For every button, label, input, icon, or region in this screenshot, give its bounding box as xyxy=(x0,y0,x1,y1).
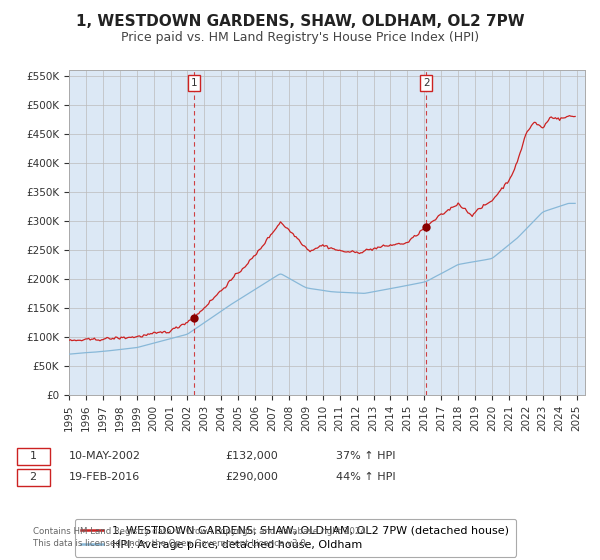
Text: 2: 2 xyxy=(29,472,37,482)
Text: 1: 1 xyxy=(29,451,37,461)
Text: 19-FEB-2016: 19-FEB-2016 xyxy=(69,472,140,482)
Text: 44% ↑ HPI: 44% ↑ HPI xyxy=(336,472,395,482)
Text: £132,000: £132,000 xyxy=(225,451,278,461)
Text: £290,000: £290,000 xyxy=(225,472,278,482)
Text: 10-MAY-2002: 10-MAY-2002 xyxy=(69,451,141,461)
Text: 37% ↑ HPI: 37% ↑ HPI xyxy=(336,451,395,461)
Text: Contains HM Land Registry data © Crown copyright and database right 2024.
This d: Contains HM Land Registry data © Crown c… xyxy=(33,527,368,548)
Text: 1, WESTDOWN GARDENS, SHAW, OLDHAM, OL2 7PW: 1, WESTDOWN GARDENS, SHAW, OLDHAM, OL2 7… xyxy=(76,14,524,29)
Legend: 1, WESTDOWN GARDENS, SHAW, OLDHAM, OL2 7PW (detached house), HPI: Average price,: 1, WESTDOWN GARDENS, SHAW, OLDHAM, OL2 7… xyxy=(74,519,516,557)
Text: 1: 1 xyxy=(190,78,197,88)
Text: 2: 2 xyxy=(423,78,430,88)
Text: Price paid vs. HM Land Registry's House Price Index (HPI): Price paid vs. HM Land Registry's House … xyxy=(121,31,479,44)
